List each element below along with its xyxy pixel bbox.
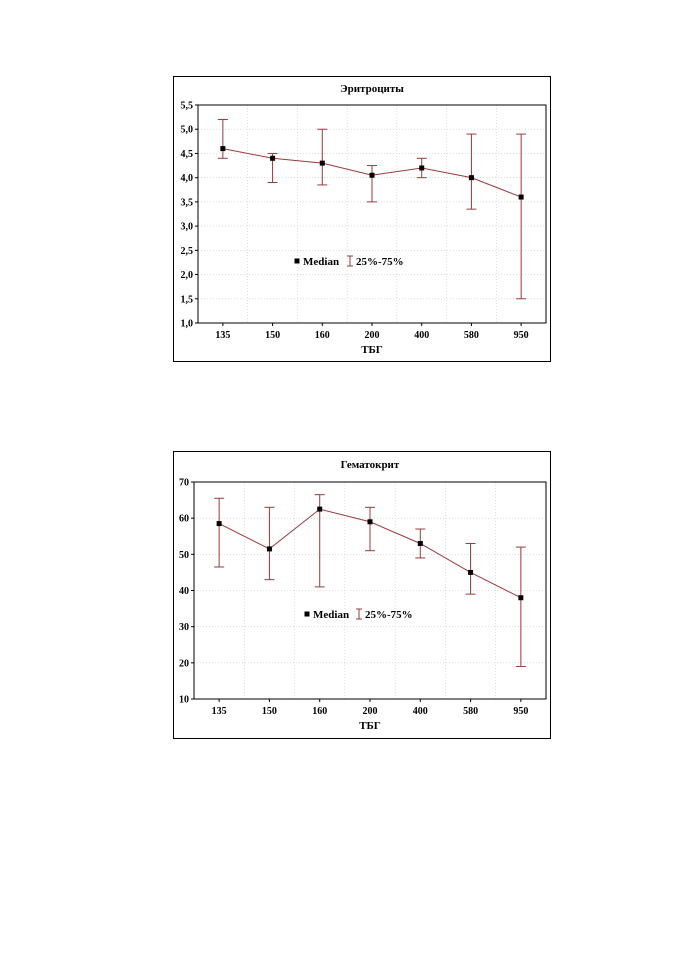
- legend-range-label: 25%-75%: [365, 609, 413, 621]
- x-tick-label: 150: [265, 330, 280, 341]
- y-tick-label: 30: [179, 622, 189, 633]
- legend-median-marker: [304, 611, 310, 617]
- chart-title: Эритроциты: [340, 83, 404, 95]
- x-axis-label: ТБГ: [361, 344, 383, 356]
- median-point: [270, 155, 276, 161]
- y-tick-label: 1,5: [181, 294, 194, 305]
- median-point: [518, 194, 524, 200]
- plot-area: [197, 104, 547, 324]
- x-tick-label: 135: [212, 706, 227, 717]
- x-tick-label: 580: [463, 706, 478, 717]
- y-tick-label: 40: [179, 586, 189, 597]
- x-tick-label: 160: [312, 706, 327, 717]
- y-tick-label: 20: [179, 658, 189, 669]
- median-point: [319, 160, 325, 166]
- chart-hematocrit-svg: Гематокрит 10 20 30 40 50 60 70 135 150 160 200 400 5…: [179, 459, 547, 732]
- legend-median-marker: [294, 258, 300, 264]
- x-tick-label: 950: [514, 330, 529, 341]
- median-point: [216, 521, 222, 527]
- median-point: [367, 519, 373, 525]
- median-point: [266, 546, 272, 552]
- x-tick-label: 135: [215, 330, 230, 341]
- y-tick-label: 3,5: [181, 197, 194, 208]
- y-tick-label: 2,0: [181, 270, 194, 281]
- legend-median-label: Median: [303, 256, 339, 268]
- y-tick-label: 3,0: [181, 222, 194, 233]
- chart-hematocrit: Гематокрит 10 20 30 40 50 60 70 135 150 160 200 400 5…: [173, 451, 551, 739]
- legend-median-label: Median: [313, 609, 349, 621]
- chart-erythrocytes-svg: Эритроциты 1,0 1,5 2,0 2,5 3,0 3,5 4,0 4,5 5,0 5,5…: [181, 83, 547, 356]
- y-tick-label: 50: [179, 550, 189, 561]
- median-point: [317, 506, 323, 512]
- chart-erythrocytes: Эритроциты 1,0 1,5 2,0 2,5 3,0 3,5 4,0 4,5 5,0 5,5…: [173, 76, 551, 362]
- x-tick-label: 400: [414, 330, 429, 341]
- median-point: [220, 146, 226, 152]
- x-tick-label: 200: [365, 330, 380, 341]
- legend-range-label: 25%-75%: [356, 256, 404, 268]
- median-point: [468, 569, 474, 575]
- x-axis-label: ТБГ: [359, 720, 381, 732]
- chart-title: Гематокрит: [341, 459, 400, 471]
- x-tick-label: 400: [413, 706, 428, 717]
- median-point: [518, 595, 524, 601]
- median-point: [419, 165, 425, 171]
- y-tick-label: 5,0: [181, 125, 194, 136]
- y-tick-label: 4,5: [181, 149, 194, 160]
- median-point: [468, 175, 474, 181]
- x-tick-label: 160: [315, 330, 330, 341]
- y-tick-label: 2,5: [181, 246, 194, 257]
- x-tick-label: 150: [262, 706, 277, 717]
- x-tick-label: 950: [513, 706, 528, 717]
- x-tick-label: 200: [363, 706, 378, 717]
- median-point: [369, 172, 375, 178]
- y-tick-label: 1,0: [181, 319, 194, 330]
- median-point: [417, 540, 423, 546]
- y-tick-label: 4,0: [181, 173, 194, 184]
- y-tick-label: 10: [179, 695, 189, 706]
- x-tick-label: 580: [464, 330, 479, 341]
- y-tick-label: 60: [179, 514, 189, 525]
- y-tick-label: 70: [179, 478, 189, 489]
- y-tick-label: 5,5: [181, 101, 194, 112]
